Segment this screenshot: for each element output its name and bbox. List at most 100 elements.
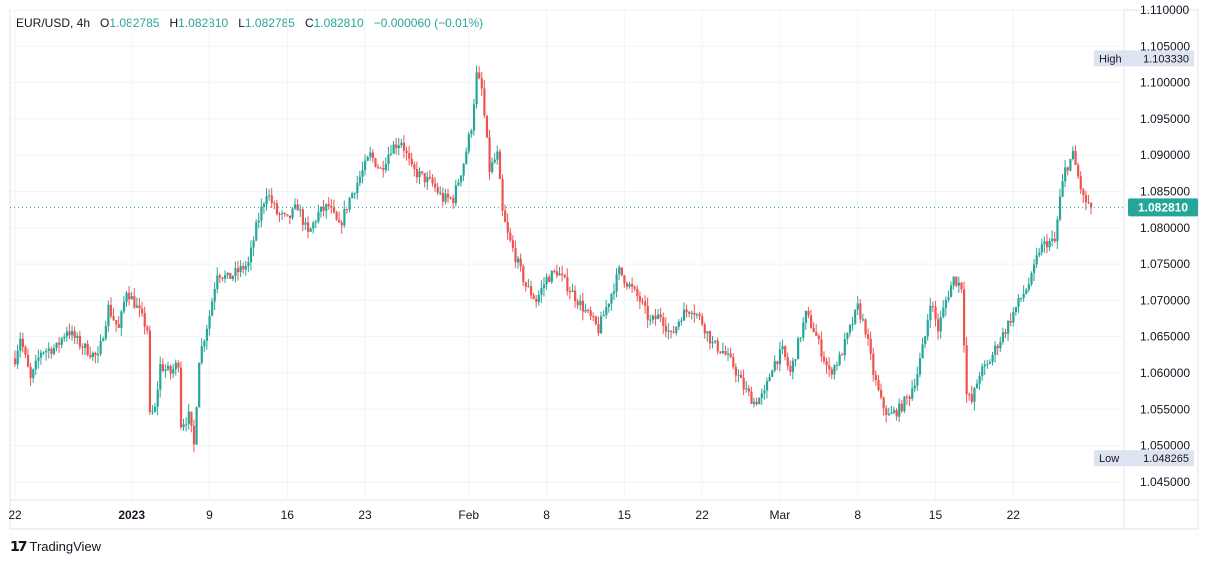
candle-body [317,211,320,222]
candle-body [1030,272,1033,285]
candle-body [104,326,107,339]
x-tick-label: 22 [8,508,22,522]
symbol-label[interactable]: EUR/USD, 4h [16,16,91,30]
candle-body [742,377,745,390]
candle-body [86,343,89,356]
candle-body [496,151,499,160]
candle-body [628,284,631,287]
candle-body [249,247,253,263]
candle-body [78,335,82,347]
candle-body [169,365,172,374]
candle-body [37,357,40,361]
candle-body [519,258,522,267]
candle-body [112,316,115,320]
candle-body [135,305,139,308]
candle-body [939,317,942,332]
candle-body [537,294,540,302]
candle-body [719,351,722,353]
candle-body [662,317,665,326]
y-tick-label: 1.090000 [1140,148,1190,162]
candle-body [745,388,748,390]
candle-body [607,303,610,308]
candle-body [24,347,27,355]
open-label: O [100,16,110,30]
candle-body [566,276,569,292]
candle-body [646,305,649,320]
candle-body [895,410,898,417]
candle-body [869,338,872,354]
high-marker-bg [1094,50,1194,67]
candle-body [211,301,214,316]
candle-body [931,306,935,308]
candle-body [727,353,730,355]
candle-body [179,367,183,428]
candle-body [810,315,813,328]
candle-body [185,423,188,425]
candle-body [16,350,19,365]
candle-body [205,328,209,341]
y-tick-label: 1.100000 [1140,76,1190,90]
candle-body [449,197,452,199]
candle-body [192,425,196,445]
candle-body [190,411,193,426]
candle-body [470,130,473,135]
candle-body [415,169,419,178]
candle-body [817,335,820,340]
candle-body [540,288,543,295]
candle-body [203,340,206,347]
candle-body [675,326,678,333]
x-tick-label: 15 [929,508,943,522]
candle-body [825,361,828,366]
candle-body [791,360,795,372]
candle-body [778,349,782,365]
candle-body [146,326,149,331]
candle-body [892,410,896,413]
y-tick-label: 1.065000 [1140,330,1190,344]
candle-body [73,330,76,338]
candle-body [423,173,426,183]
close-value: 1.082810 [313,16,364,30]
candle-body [1007,321,1010,334]
candle-body [200,346,203,363]
candle-body [1090,202,1093,208]
candle-body [1009,321,1012,323]
candle-body [262,203,266,207]
candle-body [332,207,336,213]
candle-body [667,330,670,332]
candle-body [94,352,97,356]
candle-body [950,285,953,298]
candle-body [703,324,706,334]
candle-body [815,331,818,336]
candle-body [1056,219,1059,242]
candle-body [65,331,69,337]
candle-body [143,313,146,327]
candle-body [457,182,460,186]
candle-body [218,275,222,278]
candle-body [330,205,333,208]
candle-body [859,303,862,320]
candle-body [1020,297,1023,299]
tradingview-logo[interactable]: 𝟭𝟳 TradingView [10,538,101,555]
candle-body [799,337,802,339]
candle-body [833,365,836,375]
candle-body [89,355,92,358]
candle-body [96,353,100,356]
candle-body [128,292,131,300]
candle-body [610,293,613,304]
candle-body [213,288,216,302]
candle-body [109,304,113,317]
candle-body [351,193,354,199]
candle-body [768,376,771,382]
candle-body [535,298,538,302]
candle-body [978,376,981,384]
x-tick-label: 23 [358,508,372,522]
candle-body [568,291,572,293]
candle-body [677,321,680,327]
candle-body [19,338,22,351]
candle-body [916,374,919,386]
candle-body [1004,332,1007,334]
candle-body [47,348,50,351]
candle-body [880,389,883,398]
x-tick-label: 15 [618,508,632,522]
